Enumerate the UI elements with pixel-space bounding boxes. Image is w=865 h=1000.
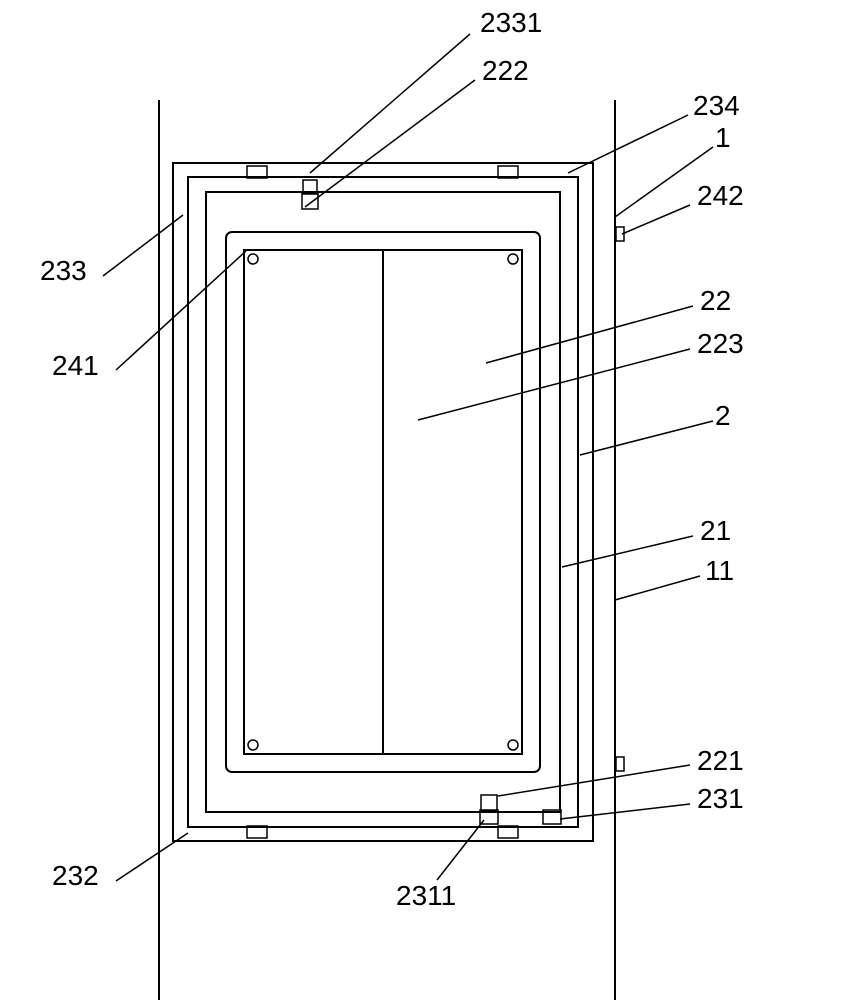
- label-231: 231: [697, 783, 744, 814]
- leader-2: [580, 421, 713, 455]
- label-2: 2: [715, 400, 731, 431]
- corner-circle-1: [508, 254, 518, 264]
- corner-circle-0: [248, 254, 258, 264]
- leader-21: [562, 536, 693, 567]
- label-2311: 2311: [396, 880, 456, 911]
- leader-242: [622, 205, 690, 234]
- leader-2311: [437, 820, 484, 880]
- label-242: 242: [697, 180, 744, 211]
- side-tab-1: [616, 757, 624, 771]
- corner-circle-2: [248, 740, 258, 750]
- bottom-bracket-2: [481, 795, 497, 811]
- leader-232: [116, 833, 188, 881]
- top-bracket-3: [302, 193, 318, 209]
- label-11: 11: [705, 555, 734, 586]
- diagram-canvas: 2331222234124223324122223221112212312322…: [0, 0, 865, 1000]
- leader-222: [305, 80, 475, 207]
- leader-223: [418, 349, 690, 420]
- label-223: 223: [697, 328, 744, 359]
- leader-11: [615, 576, 700, 600]
- label-221: 221: [697, 745, 744, 776]
- leader-2331: [310, 34, 470, 173]
- label-22: 22: [700, 285, 731, 316]
- corner-circle-3: [508, 740, 518, 750]
- label-232: 232: [52, 860, 99, 891]
- label-2331: 2331: [480, 7, 542, 38]
- leader-22: [486, 306, 693, 363]
- label-222: 222: [482, 55, 529, 86]
- label-1: 1: [715, 122, 731, 153]
- leader-231: [560, 804, 690, 819]
- label-233: 233: [40, 255, 87, 286]
- label-234: 234: [693, 90, 740, 121]
- label-21: 21: [700, 515, 731, 546]
- leader-234: [568, 115, 688, 173]
- leader-233: [103, 215, 183, 276]
- label-241: 241: [52, 350, 99, 381]
